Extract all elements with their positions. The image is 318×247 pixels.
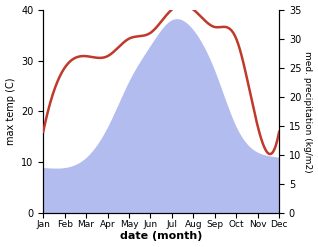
X-axis label: date (month): date (month) <box>120 231 202 242</box>
Y-axis label: max temp (C): max temp (C) <box>5 78 16 145</box>
Y-axis label: med. precipitation (kg/m2): med. precipitation (kg/m2) <box>303 51 313 172</box>
